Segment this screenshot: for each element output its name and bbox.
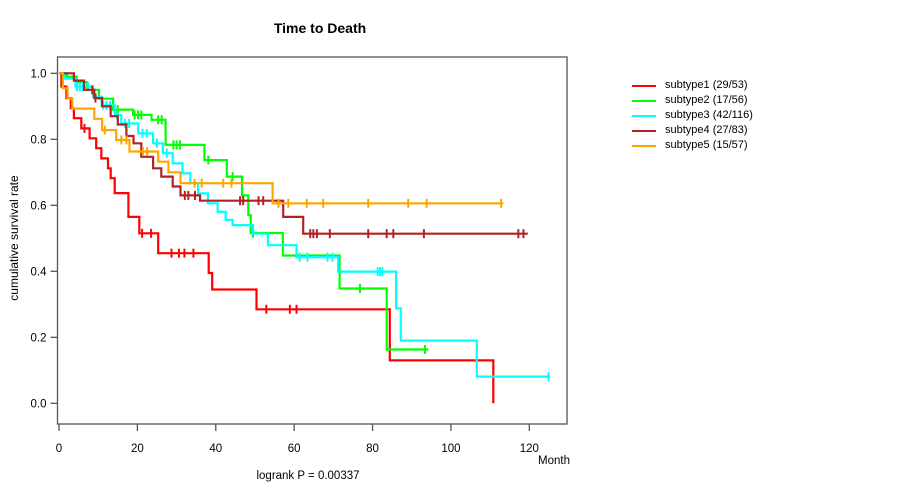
y-tick-label: 0.8 bbox=[31, 134, 47, 146]
legend: subtype1 (29/53) subtype2 (17/56) subtyp… bbox=[632, 78, 753, 153]
x-tick-label: 60 bbox=[288, 443, 301, 455]
legend-color-line bbox=[632, 84, 656, 87]
x-tick-label: 40 bbox=[209, 443, 222, 455]
legend-item: subtype5 (15/57) bbox=[632, 138, 753, 153]
logrank-p-value: logrank P = 0.00337 bbox=[256, 470, 360, 482]
x-tick-label: 100 bbox=[441, 443, 460, 455]
legend-color-line bbox=[632, 129, 656, 132]
y-tick-label: 0.4 bbox=[31, 266, 48, 278]
x-tick-label: 0 bbox=[56, 443, 62, 455]
survival-curve bbox=[59, 72, 504, 205]
x-tick-label: 120 bbox=[520, 443, 539, 455]
legend-item-label: subtype2 (17/56) bbox=[665, 94, 748, 106]
survival-curve bbox=[59, 72, 528, 235]
legend-color-line bbox=[632, 99, 656, 102]
legend-item-label: subtype5 (15/57) bbox=[665, 139, 748, 151]
legend-item: subtype3 (42/116) bbox=[632, 108, 753, 123]
y-tick-label: 1.0 bbox=[31, 68, 47, 80]
legend-item-label: subtype4 (27/83) bbox=[665, 124, 748, 136]
plot-border bbox=[56, 56, 568, 425]
legend-item: subtype2 (17/56) bbox=[632, 93, 753, 108]
chart-title: Time to Death bbox=[273, 20, 367, 36]
x-axis-label: Month bbox=[538, 455, 570, 467]
survival-curve bbox=[59, 72, 551, 378]
legend-color-line bbox=[632, 114, 656, 117]
x-tick-label: 80 bbox=[366, 443, 379, 455]
y-tick-label: 0.0 bbox=[31, 398, 47, 410]
legend-item: subtype1 (29/53) bbox=[632, 78, 753, 93]
legend-item-label: subtype1 (29/53) bbox=[665, 79, 748, 91]
legend-item-label: subtype3 (42/116) bbox=[665, 109, 753, 121]
y-tick-label: 0.6 bbox=[31, 200, 47, 212]
x-tick-label: 20 bbox=[131, 443, 144, 455]
legend-color-line bbox=[632, 144, 656, 147]
y-tick-label: 0.2 bbox=[31, 332, 47, 344]
legend-item: subtype4 (27/83) bbox=[632, 123, 753, 138]
